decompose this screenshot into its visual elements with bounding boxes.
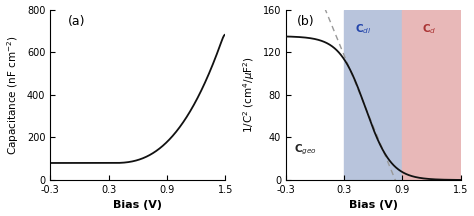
Text: (a): (a) xyxy=(68,15,85,28)
Text: C$_{dl}$: C$_{dl}$ xyxy=(356,22,372,36)
Bar xyxy=(402,10,461,180)
X-axis label: Bias (V): Bias (V) xyxy=(113,200,162,210)
Text: C$_d$: C$_d$ xyxy=(422,22,437,36)
Text: C$_{geo}$: C$_{geo}$ xyxy=(294,143,317,157)
Y-axis label: 1/C$^2$ (cm$^4$/$\mu$F$^2$): 1/C$^2$ (cm$^4$/$\mu$F$^2$) xyxy=(241,56,257,133)
Y-axis label: Capacitance (nF cm$^{-2}$): Capacitance (nF cm$^{-2}$) xyxy=(6,35,21,154)
X-axis label: Bias (V): Bias (V) xyxy=(349,200,398,210)
Text: (b): (b) xyxy=(296,15,314,28)
Bar xyxy=(344,10,402,180)
